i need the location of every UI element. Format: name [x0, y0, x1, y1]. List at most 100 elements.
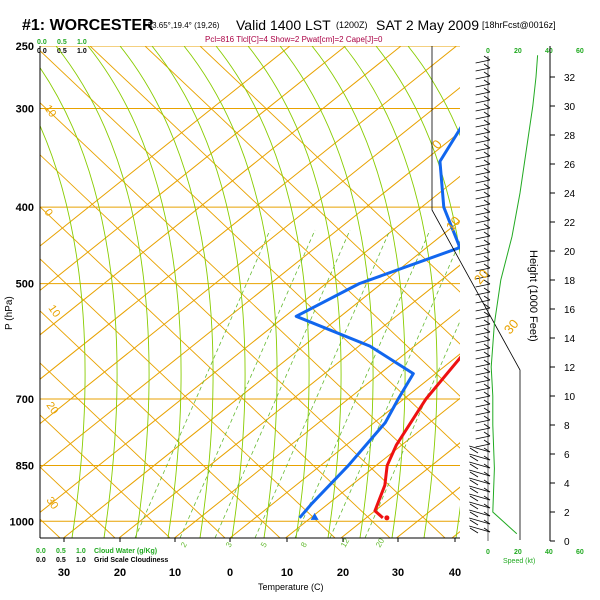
- dry-adiabat: [0, 46, 5, 538]
- wind-barb: [475, 243, 491, 248]
- wind-barb: [483, 319, 491, 325]
- wind-profile: [469, 55, 539, 541]
- wind-barb-flag: [469, 455, 479, 462]
- wind-barb: [475, 171, 491, 176]
- cloud-scale-top-green-0: 0.0: [37, 39, 47, 46]
- wind-barb: [475, 267, 491, 272]
- wind-scale-bottom: 0 20 40 60: [486, 549, 584, 556]
- dry-adiabat: [89, 46, 460, 397]
- moist-adiabat: [407, 46, 460, 137]
- isotherm-label-right: 0: [429, 137, 445, 152]
- wind-barb: [469, 517, 491, 525]
- wind-barb: [483, 383, 491, 389]
- isotherm-line: [40, 46, 291, 247]
- wind-barb: [475, 219, 491, 224]
- moist-adiabat: [311, 46, 406, 538]
- pressure-tick-label: 1000: [10, 516, 34, 528]
- skew-t-grid: [0, 46, 460, 538]
- moist-adiabat: [55, 46, 150, 538]
- dry-adiabat: [40, 414, 171, 538]
- wind-barb: [483, 247, 491, 253]
- pressure-tick-label: 250: [16, 41, 34, 53]
- wind-barb: [475, 259, 491, 264]
- wind-barb: [483, 103, 491, 109]
- wind-barb: [475, 307, 491, 312]
- wind-barb: [475, 139, 491, 144]
- cloud-scale-bot-green-1: 0.5: [56, 548, 66, 555]
- wind-barb: [475, 187, 491, 192]
- wind-barb: [475, 443, 491, 448]
- moist-adiabat: [87, 46, 182, 538]
- dewpoint-profile-line: [294, 126, 460, 519]
- dry-adiabat: [40, 258, 336, 538]
- height-tick-label: 0: [564, 537, 570, 548]
- wind-barb: [475, 179, 491, 184]
- wind-top-40: 40: [545, 48, 553, 55]
- isotherm-line: [451, 530, 460, 538]
- mixing-ratio-line: [214, 229, 351, 538]
- wind-barb-flag: [469, 519, 479, 526]
- wind-barb: [469, 501, 491, 509]
- wind-barb: [475, 331, 491, 336]
- moist-adiabat: [183, 46, 278, 538]
- isotherm-label: 10: [46, 303, 63, 320]
- wind-barb: [475, 403, 491, 408]
- wind-barb: [475, 91, 491, 96]
- dry-adiabat: [40, 206, 391, 538]
- station-coords: -33.65°,19.4° (19,26): [145, 21, 220, 30]
- cloud-scale-bot-black-2: 1.0: [76, 557, 86, 564]
- x-axis-label: Temperature (C): [258, 582, 324, 592]
- cloud-scale-bot-green-0: 0.0: [36, 548, 46, 555]
- wind-barb: [475, 203, 491, 208]
- temperature-tick-label: 10: [169, 567, 181, 579]
- surface-dewpoint-marker: [310, 512, 319, 520]
- wind-barb: [475, 147, 491, 152]
- wind-barb: [483, 239, 491, 245]
- wind-barb: [483, 263, 491, 269]
- cloud-water-label: Cloud Water (g/Kg): [94, 548, 157, 555]
- cloud-scale-top-black-2: 1.0: [77, 48, 87, 55]
- isotherm-label-right: 30: [501, 316, 522, 337]
- temperature-tick-label: 40: [449, 567, 461, 579]
- wind-barb: [475, 419, 491, 424]
- isotherm-line: [40, 46, 346, 292]
- wind-barb: [483, 111, 491, 117]
- wind-barb: [469, 509, 491, 517]
- height-axis-label: Height (1000 Feet): [527, 250, 539, 342]
- pressure-tick-label: 850: [16, 461, 34, 473]
- wind-barb: [469, 493, 491, 501]
- mixing-ratio-line: [294, 229, 431, 538]
- mixing-ratio-line: [364, 320, 460, 538]
- height-tick-label: 12: [564, 363, 576, 374]
- y-axis-label: P (hPa): [4, 296, 15, 330]
- wind-barb: [475, 283, 491, 288]
- wind-barb: [469, 469, 491, 477]
- wind-barb-flag: [469, 471, 479, 478]
- cloud-scale-bot-black-0: 0.0: [36, 557, 46, 564]
- pressure-axis: 250 300 400 500 700 850 1000: [10, 41, 41, 538]
- wind-barb: [469, 477, 491, 485]
- wind-barb: [483, 207, 491, 213]
- wind-barb: [483, 295, 491, 301]
- wind-barb: [483, 175, 491, 181]
- wind-barb: [483, 255, 491, 261]
- dry-adiabat: [40, 362, 226, 538]
- wind-barb: [483, 431, 491, 437]
- moist-adiabat: [40, 125, 86, 538]
- wind-barb: [483, 87, 491, 93]
- wind-barb: [483, 71, 491, 77]
- wind-barb: [475, 83, 491, 88]
- wind-barb: [483, 415, 491, 421]
- wind-barb-flag: [469, 511, 479, 518]
- isotherm-line: [63, 220, 460, 538]
- height-tick-label: 26: [564, 160, 576, 171]
- wind-barb: [483, 271, 491, 277]
- cloud-water-scale-top: 0.0 0.5 1.0 0.0 0.5 1.0: [37, 39, 87, 55]
- wind-top-60: 60: [576, 48, 584, 55]
- isotherm-line: [40, 46, 402, 336]
- moist-adiabat: [279, 46, 374, 538]
- wind-barb: [483, 367, 491, 373]
- temperature-tick-label: 0: [227, 567, 233, 579]
- wind-barb: [475, 195, 491, 200]
